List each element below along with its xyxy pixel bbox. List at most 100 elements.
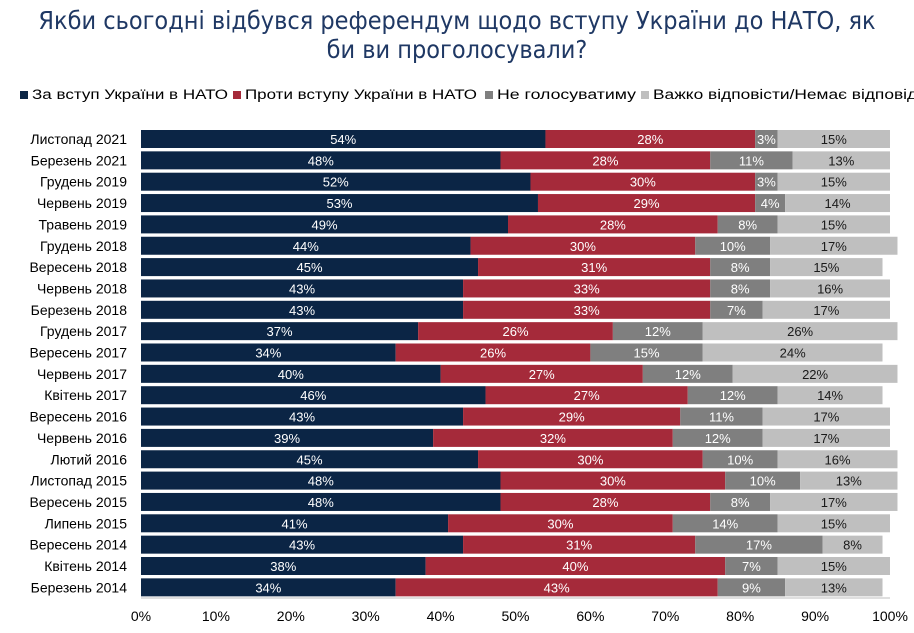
- data-label-s1: 37%: [267, 324, 293, 339]
- bar-segment-s3: [702, 450, 778, 469]
- bar-segment-s3: [717, 215, 778, 234]
- data-label-s4: 16%: [817, 281, 843, 296]
- bar-segment-s2: [448, 514, 673, 533]
- legend-label-3: Не голосуватиму: [497, 87, 636, 102]
- x-tick-label: 10%: [202, 608, 230, 624]
- data-label-s3: 14%: [712, 516, 738, 531]
- bar-segment-s3: [680, 407, 763, 426]
- bar-segment-s2: [500, 471, 726, 490]
- data-label-s1: 44%: [293, 239, 319, 254]
- bar-segment-s1: [141, 364, 441, 383]
- bar-segment-s3: [755, 172, 778, 191]
- data-label-s2: 43%: [544, 580, 570, 595]
- data-label-s1: 40%: [278, 367, 304, 382]
- data-label-s4: 17%: [821, 239, 847, 254]
- data-label-s4: 17%: [813, 431, 839, 446]
- data-label-s4: 17%: [821, 495, 847, 510]
- x-tick-label: 30%: [352, 608, 380, 624]
- bar-segment-s2: [418, 322, 613, 341]
- data-label-s1: 43%: [289, 303, 315, 318]
- bar-segment-s1: [141, 130, 546, 148]
- bar-segment-s2: [485, 386, 688, 405]
- bar-segment-s3: [695, 535, 823, 554]
- data-label-s4: 26%: [787, 324, 813, 339]
- bar-segment-s1: [141, 492, 501, 511]
- bar-segment-s1: [141, 279, 464, 298]
- bar-segment-s1: [141, 514, 449, 533]
- bar-segment-s4: [702, 343, 883, 362]
- data-label-s1: 48%: [308, 153, 334, 168]
- bar-segment-s4: [762, 300, 890, 319]
- data-label-s2: 40%: [562, 559, 588, 574]
- bar-segment-s4: [702, 322, 898, 341]
- data-label-s4: 24%: [780, 346, 806, 361]
- bar-segment-s3: [642, 364, 733, 383]
- x-tick-label: 0%: [131, 608, 151, 624]
- data-label-s1: 54%: [330, 132, 356, 147]
- data-label-s1: 43%: [289, 410, 315, 425]
- bar-segment-s3: [710, 300, 763, 319]
- bar-segment-s3: [695, 236, 771, 255]
- data-label-s3: 8%: [731, 281, 750, 296]
- data-label-s2: 26%: [480, 346, 506, 361]
- category-label: Вересень 2016: [29, 409, 127, 425]
- category-label: Листопад 2021: [30, 131, 127, 147]
- data-label-s4: 15%: [821, 175, 847, 190]
- bar-segment-s1: [141, 215, 509, 234]
- chart-title-line-2: би ви проголосували?: [326, 35, 588, 64]
- data-label-s4: 17%: [813, 410, 839, 425]
- bar-segment-s2: [463, 300, 711, 319]
- data-label-s2: 32%: [540, 431, 566, 446]
- data-label-s4: 13%: [836, 474, 862, 489]
- data-label-s4: 22%: [802, 367, 828, 382]
- data-label-s1: 46%: [300, 388, 326, 403]
- category-label: Квітень 2017: [44, 387, 127, 403]
- data-label-s2: 30%: [570, 239, 596, 254]
- chart-title-line-1: Якби сьогодні відбувся референдум щодо в…: [38, 6, 876, 35]
- data-label-s4: 8%: [843, 538, 862, 553]
- category-label: Березень 2021: [31, 152, 128, 168]
- data-label-s3: 10%: [720, 239, 746, 254]
- data-label-s4: 15%: [813, 260, 839, 275]
- data-label-s1: 41%: [282, 516, 308, 531]
- category-label: Вересень 2014: [29, 537, 127, 553]
- data-label-s4: 15%: [821, 132, 847, 147]
- data-label-s3: 12%: [705, 431, 731, 446]
- data-label-s2: 27%: [529, 367, 555, 382]
- data-label-s4: 14%: [817, 388, 843, 403]
- bar-segment-s2: [545, 130, 756, 148]
- bar-segment-s4: [777, 215, 890, 234]
- legend-swatch-4: [641, 91, 649, 99]
- bar-segment-s2: [440, 364, 643, 383]
- bar-segment-s4: [777, 557, 890, 575]
- category-label: Березень 2018: [31, 302, 128, 318]
- data-label-s3: 4%: [761, 196, 780, 211]
- data-label-s3: 12%: [675, 367, 701, 382]
- bar-segment-s4: [777, 514, 890, 533]
- bar-segment-s2: [500, 492, 711, 511]
- data-label-s1: 48%: [308, 474, 334, 489]
- x-tick-label: 100%: [872, 608, 908, 624]
- bar-segment-s1: [141, 557, 426, 575]
- data-label-s1: 34%: [255, 346, 281, 361]
- data-label-s4: 13%: [821, 580, 847, 595]
- category-label: Червень 2016: [37, 430, 127, 446]
- data-label-s1: 45%: [297, 260, 323, 275]
- data-label-s3: 8%: [731, 260, 750, 275]
- category-label: Вересень 2015: [29, 494, 127, 510]
- x-tick-label: 90%: [801, 608, 829, 624]
- data-label-s4: 13%: [828, 153, 854, 168]
- data-label-s1: 39%: [274, 431, 300, 446]
- bar-segment-s3: [687, 386, 778, 405]
- bar-segment-s4: [770, 236, 898, 255]
- bar-segment-s1: [141, 428, 434, 447]
- data-label-s1: 49%: [311, 217, 337, 232]
- bar-segment-s4: [732, 364, 898, 383]
- x-tick-label: 40%: [427, 608, 455, 624]
- data-label-s2: 31%: [566, 538, 592, 553]
- data-label-s2: 30%: [600, 474, 626, 489]
- bar-segment-s1: [141, 471, 501, 490]
- bar-segment-s1: [141, 343, 396, 362]
- data-label-s2: 28%: [592, 495, 618, 510]
